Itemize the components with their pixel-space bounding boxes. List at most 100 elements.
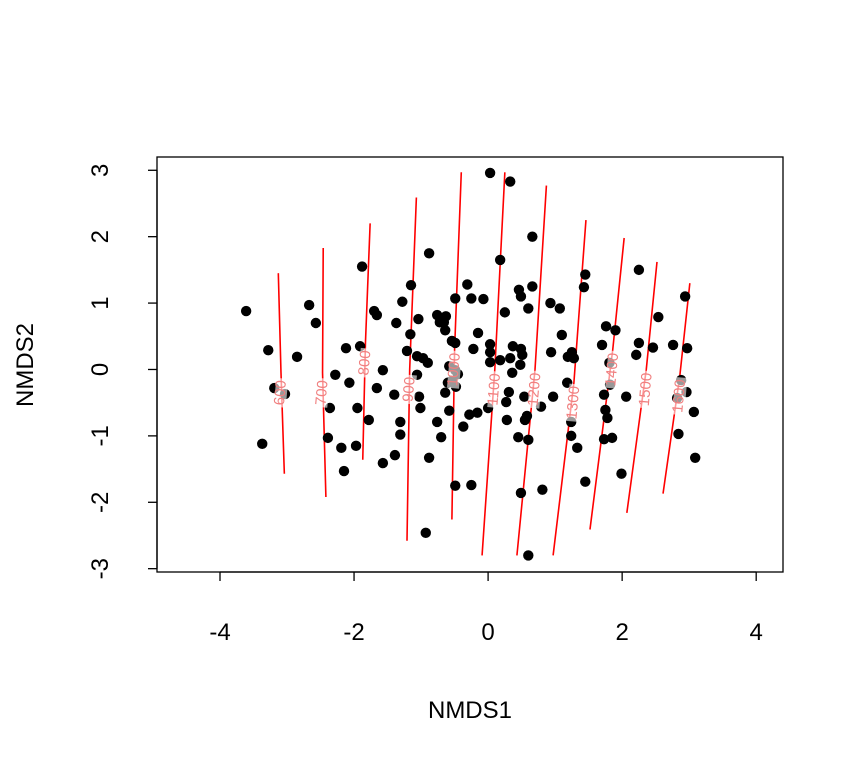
point — [484, 356, 496, 368]
point — [598, 389, 610, 400]
point — [446, 335, 458, 347]
point — [371, 309, 383, 321]
point — [466, 479, 477, 491]
contour-label-group: 800 — [355, 347, 374, 378]
contour-label: 1100 — [484, 373, 504, 407]
y-tick-label: -3 — [87, 558, 114, 579]
point — [356, 261, 368, 272]
point — [413, 391, 425, 402]
point — [547, 391, 559, 402]
point — [554, 303, 566, 314]
point — [484, 167, 496, 179]
point — [633, 264, 645, 276]
point — [515, 343, 527, 355]
point — [413, 313, 424, 325]
point — [600, 404, 611, 416]
contour-label: 700 — [312, 380, 331, 406]
point — [431, 416, 443, 428]
contour-label-bg — [446, 350, 463, 389]
point — [673, 428, 684, 440]
point — [397, 296, 408, 307]
point — [391, 317, 402, 329]
contour-label: 800 — [355, 350, 374, 376]
point — [556, 329, 568, 341]
contour-label-group: 700 — [312, 377, 332, 408]
point — [389, 389, 400, 400]
point — [352, 402, 363, 414]
point — [545, 347, 557, 358]
y-tick-label: 3 — [87, 164, 114, 177]
point — [344, 377, 355, 388]
contour-label-group: 1300 — [563, 383, 583, 422]
contour-line — [451, 172, 463, 520]
point — [257, 438, 268, 450]
point — [291, 351, 303, 363]
contour-label-group: 900 — [400, 374, 419, 405]
contour-label-bg — [672, 376, 688, 416]
point — [340, 343, 352, 354]
point — [405, 329, 416, 340]
point — [513, 432, 524, 443]
point — [523, 550, 534, 561]
point — [458, 421, 469, 432]
y-tick-label: 1 — [87, 296, 114, 309]
point — [450, 293, 461, 304]
point — [572, 442, 583, 454]
point — [598, 434, 610, 445]
point — [527, 281, 538, 292]
contour-line — [361, 223, 371, 460]
point — [415, 402, 426, 414]
point — [450, 480, 461, 491]
point — [423, 452, 435, 463]
contour-line — [277, 273, 286, 474]
contour-label-group: 1600 — [669, 376, 689, 416]
contour-label-group: 1100 — [484, 370, 504, 409]
point — [667, 339, 679, 351]
point — [440, 387, 451, 398]
point — [263, 345, 274, 356]
point — [527, 231, 538, 242]
contour-label-bg — [487, 370, 503, 409]
contour-label: 1500 — [636, 372, 656, 407]
point — [606, 432, 618, 444]
x-tick-label: 0 — [481, 619, 494, 646]
point — [507, 367, 518, 378]
point — [377, 457, 389, 469]
point — [468, 343, 479, 355]
point — [505, 176, 516, 187]
point — [523, 434, 534, 446]
contour-label: 1000 — [444, 352, 464, 387]
point — [545, 297, 556, 309]
point — [515, 359, 526, 371]
contour-label: 900 — [400, 376, 419, 402]
contour-label-group: 600 — [271, 377, 290, 408]
contour-line — [626, 261, 658, 514]
point — [578, 281, 590, 293]
point — [350, 440, 362, 452]
point — [566, 430, 577, 442]
point — [681, 343, 693, 354]
contour-label: 1300 — [563, 385, 583, 420]
point — [440, 311, 452, 322]
point — [478, 293, 489, 305]
point — [503, 386, 515, 398]
contour-label: 1600 — [669, 379, 689, 414]
point — [501, 414, 513, 426]
point — [401, 345, 413, 357]
point — [338, 465, 350, 477]
contour-label-bg — [638, 370, 654, 409]
contour-line — [481, 172, 506, 556]
x-tick-label: 4 — [750, 619, 763, 646]
point — [444, 405, 455, 416]
point — [377, 364, 389, 376]
point — [389, 449, 401, 461]
point — [523, 303, 534, 314]
point — [405, 279, 417, 291]
y-tick-label: -1 — [87, 425, 114, 446]
point — [568, 352, 580, 364]
point — [507, 341, 519, 352]
y-tick-label: -2 — [87, 492, 114, 513]
point — [679, 291, 691, 302]
contour-line — [406, 197, 418, 541]
